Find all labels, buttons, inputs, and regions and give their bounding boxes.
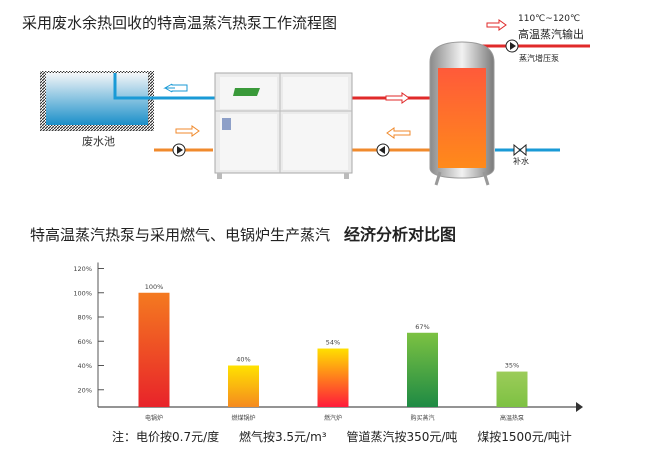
heat-pump-unit <box>214 72 353 179</box>
pump-icon <box>376 143 390 157</box>
bar <box>496 371 528 407</box>
data-label: 54% <box>326 339 340 347</box>
flow-arrow-left-icon <box>163 83 188 93</box>
pool-label: 废水池 <box>82 135 115 148</box>
chart-title-bold: 经济分析对比图 <box>344 225 457 244</box>
notes: 注：电价按0.7元/度 燃气按3.5元/m³ 管道蒸汽按350元/吨 煤按150… <box>112 428 588 445</box>
note-steam: 管道蒸汽按350元/吨 <box>346 430 458 444</box>
x-tick-label: 燃汽炉 <box>324 414 342 422</box>
cold-water-pipe <box>113 73 215 100</box>
note-coal: 煤按1500元/吨计 <box>477 430 572 444</box>
bar <box>228 365 259 407</box>
y-tick-label: 20% <box>78 386 92 394</box>
flow-arrow-right-icon <box>385 92 410 104</box>
x-tick-label: 购买蒸汽 <box>410 414 434 422</box>
y-tick-label: 80% <box>78 314 92 322</box>
bar <box>138 292 170 407</box>
data-label: 67% <box>415 323 429 331</box>
chart-title-main: 特高温蒸汽热泵与采用燃气、电锅炉生产蒸汽 <box>30 226 331 244</box>
bar <box>407 332 438 407</box>
y-tick-label: 60% <box>78 338 92 346</box>
waste-water-pool <box>40 71 154 131</box>
y-tick-label: 40% <box>78 362 92 370</box>
chart-title: 特高温蒸汽热泵与采用燃气、电锅炉生产蒸汽 经济分析对比图 <box>30 221 456 245</box>
temperature-range: 110℃~120℃ <box>518 14 581 24</box>
x-tick-label: 燃煤锅炉 <box>231 414 255 422</box>
valve-icon <box>513 143 527 157</box>
flow-arrow-right-icon <box>175 125 200 137</box>
flow-arrow-left-icon <box>386 127 411 139</box>
data-label: 40% <box>236 356 250 364</box>
data-label: 35% <box>505 362 519 370</box>
diagram-title: 采用废水余热回收的特高温蒸汽热泵工作流程图 <box>22 14 338 32</box>
steam-tank <box>429 41 495 186</box>
pump-icon <box>172 143 186 157</box>
bar <box>317 348 349 407</box>
x-axis-arrow-icon <box>576 402 583 412</box>
y-tick-label: 120% <box>73 265 92 273</box>
booster-pump-label: 蒸汽增压泵 <box>519 54 559 63</box>
data-label: 100% <box>145 283 164 291</box>
y-tick-label: 100% <box>73 289 92 297</box>
note-gas: 燃气按3.5元/m³ <box>238 430 327 444</box>
steam-output-label: 高温蒸汽输出 <box>518 28 584 41</box>
booster-pump-icon <box>505 39 519 53</box>
output-arrow-icon <box>486 19 507 31</box>
note-electricity: 注：电价按0.7元/度 <box>112 430 220 444</box>
x-tick-label: 高温热泵 <box>500 414 524 422</box>
x-tick-label: 电锅炉 <box>145 414 163 422</box>
makeup-water-label: 补水 <box>513 157 529 166</box>
